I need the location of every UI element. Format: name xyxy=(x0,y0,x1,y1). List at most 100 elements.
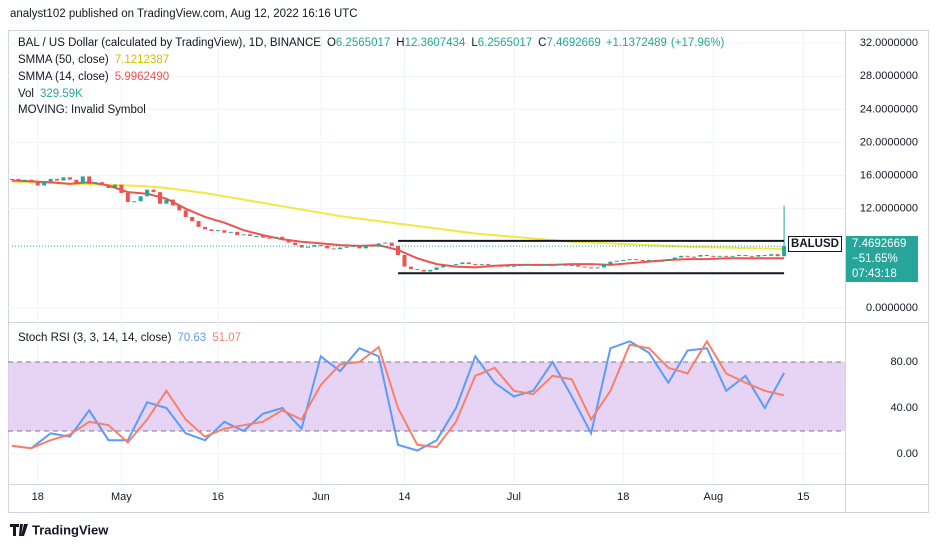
candle xyxy=(331,248,336,250)
candle xyxy=(569,264,574,266)
x-tick-label: 14 xyxy=(398,491,410,503)
candle xyxy=(138,196,143,202)
legend-main: BAL / US Dollar (calculated by TradingVi… xyxy=(18,37,724,49)
volume-value: 329.59K xyxy=(40,88,83,100)
candle xyxy=(293,242,298,246)
x-tick-label: May xyxy=(111,491,132,503)
candle xyxy=(357,245,362,249)
y-tick-label: 12.0000000 xyxy=(860,203,918,215)
candle xyxy=(698,254,703,257)
candle xyxy=(498,265,503,267)
candle xyxy=(743,254,748,256)
y-tick-label: 0.0000000 xyxy=(866,302,918,314)
y-tick-label: 0.00 xyxy=(897,448,918,460)
legend-value: 51.07 xyxy=(212,332,241,344)
candle xyxy=(524,264,529,266)
candle xyxy=(299,245,304,248)
candle xyxy=(589,267,594,269)
candle xyxy=(460,262,465,265)
candle xyxy=(190,216,195,222)
candle xyxy=(325,245,330,249)
candle xyxy=(29,179,34,183)
candle xyxy=(640,259,645,261)
candle xyxy=(248,234,253,236)
candle xyxy=(769,254,774,256)
candle xyxy=(685,255,690,257)
candle xyxy=(576,264,581,267)
x-tick-label: 16 xyxy=(212,491,224,503)
candle xyxy=(196,221,201,227)
publisher: analyst102 published on TradingView.com,… xyxy=(10,8,358,20)
price-tag-price: 7.4692669 xyxy=(852,238,906,250)
y-tick-label: 20.0000000 xyxy=(860,136,918,148)
y-tick-label: 40.00 xyxy=(890,402,918,414)
change: +1.1372489 xyxy=(606,37,667,49)
ohlc-value: 7.4692669 xyxy=(546,37,600,49)
ohlc-value: 6.2565017 xyxy=(336,37,390,49)
candle xyxy=(595,267,600,269)
candle xyxy=(338,247,343,250)
ohlc-label: C xyxy=(538,37,546,49)
candle xyxy=(646,259,651,261)
legend-name: SMMA (14, close) xyxy=(18,71,109,83)
x-tick-label: Jun xyxy=(312,491,330,503)
candle xyxy=(48,178,53,182)
legend-item: SMMA (14, close) 5.9962490 xyxy=(18,71,169,83)
y-tick-label: 24.0000000 xyxy=(860,103,918,115)
candle xyxy=(434,267,439,270)
legend-value: 7.1212387 xyxy=(115,54,169,66)
candle xyxy=(704,254,709,256)
logo-icon xyxy=(10,524,28,536)
candle xyxy=(22,179,27,182)
candle xyxy=(383,242,388,244)
candle xyxy=(42,181,47,186)
candle xyxy=(389,242,394,246)
candle xyxy=(273,236,278,239)
y-tick-label: 28.0000000 xyxy=(860,70,918,82)
candle xyxy=(782,246,787,257)
y-tick-label: 32.0000000 xyxy=(860,37,918,49)
candle xyxy=(627,259,632,261)
candle xyxy=(711,255,716,257)
candle xyxy=(421,269,426,272)
candle xyxy=(125,192,130,203)
ohlc-label: L xyxy=(471,37,478,49)
ohlc-value: 6.2565017 xyxy=(478,37,532,49)
candle xyxy=(762,254,767,256)
candle xyxy=(537,264,542,266)
candle xyxy=(215,230,220,232)
candle xyxy=(112,184,117,188)
smma-line xyxy=(11,180,785,250)
candle xyxy=(621,259,626,261)
candle xyxy=(183,210,188,217)
candle xyxy=(737,254,742,256)
candle xyxy=(492,264,497,266)
frame xyxy=(8,30,929,513)
legend-item: Vol 329.59K xyxy=(18,88,83,100)
volume-label: Vol xyxy=(18,88,34,100)
candle xyxy=(132,201,137,203)
candle xyxy=(87,176,92,184)
candle xyxy=(749,255,754,257)
symbol-title: BAL / US Dollar (calculated by TradingVi… xyxy=(18,37,321,49)
ohlc-label: O xyxy=(327,37,336,49)
candle xyxy=(312,245,317,247)
candle xyxy=(653,259,658,262)
candle xyxy=(177,205,182,211)
ohlc-value: 12.3607434 xyxy=(405,37,466,49)
candle xyxy=(531,264,536,266)
candle xyxy=(730,255,735,257)
candle xyxy=(415,269,420,271)
candle xyxy=(428,269,433,272)
candle xyxy=(447,264,452,266)
candle xyxy=(550,264,555,266)
candle xyxy=(318,245,323,247)
logo: TradingView xyxy=(32,522,109,537)
x-tick-label: 18 xyxy=(32,491,44,503)
indicator-title: Stoch RSI (3, 3, 14, 14, close) xyxy=(18,332,172,344)
candle xyxy=(724,255,729,257)
legend-item: SMMA (50, close) 7.1212387 xyxy=(18,54,169,66)
stoch-line xyxy=(11,340,785,452)
candle xyxy=(305,246,310,248)
candle xyxy=(756,254,761,257)
